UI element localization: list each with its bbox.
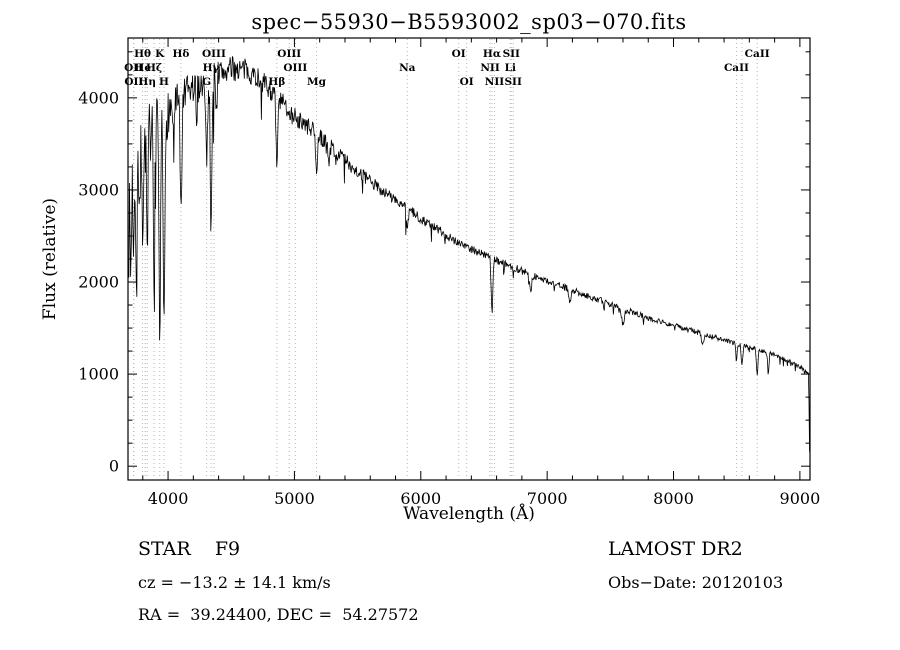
y-tick-label: 2000 [78, 273, 119, 292]
spectral-line-label: NII [480, 62, 500, 74]
x-tick-label: 6000 [400, 489, 441, 508]
y-axis-label: Flux (relative) [40, 197, 60, 321]
plot-title: spec−55930−B5593002_sp03−070.fits [251, 10, 687, 34]
spectral-line-label: HeI [134, 62, 156, 74]
spectral-line-label: Hα [483, 48, 501, 60]
cz-value: cz = −13.2 ± 14.1 km/s [138, 573, 331, 592]
spectral-line-label: OIII [202, 48, 226, 60]
y-tick-label: 3000 [78, 180, 119, 199]
x-tick-label: 7000 [527, 489, 568, 508]
spectral-line-label: Hζ [146, 62, 162, 74]
survey-label: LAMOST DR2 [608, 538, 743, 560]
spectral-line-label: OI [452, 48, 466, 60]
spectral-line-label: NII [485, 76, 505, 88]
spectral-line-label: OII [124, 76, 143, 88]
spectral-line-label: Na [399, 62, 416, 74]
x-tick-label: 9000 [780, 489, 821, 508]
spectrum-path [128, 56, 810, 452]
x-tick-label: 4000 [148, 489, 189, 508]
spectral-line-label: OII [124, 62, 143, 74]
spectral-line-label: H [159, 76, 169, 88]
spectral-line-label: SII [504, 76, 521, 88]
spectral-line-label: OIII [283, 62, 307, 74]
spectral-line-label: Hθ [134, 48, 151, 60]
spectral-line-label: Hβ [268, 76, 285, 88]
spectral-line-label: Hδ [172, 48, 189, 60]
spectral-line-label: CaII [724, 62, 749, 74]
spectral-line-label: SII [503, 48, 520, 60]
x-axis-label: Wavelength (Å) [403, 504, 535, 524]
y-tick-label: 0 [109, 457, 119, 476]
plot-border [127, 37, 811, 481]
object-class-label: STAR F9 [138, 538, 241, 560]
y-tick-label: 4000 [78, 88, 119, 107]
obs-date: Obs−Date: 20120103 [608, 573, 784, 592]
spectral-line-label: CaII [745, 48, 770, 60]
y-tick-label: 1000 [78, 365, 119, 384]
x-tick-label: 8000 [653, 489, 694, 508]
ra-dec-value: RA = 39.24400, DEC = 54.27572 [138, 605, 419, 624]
spectral-line-label: G [202, 76, 211, 88]
spectral-line-label: Hη [138, 76, 156, 88]
spectral-line-label: Li [505, 62, 516, 74]
spectral-line-label: Hγ [203, 62, 220, 74]
spectral-line-label: OIII [277, 48, 301, 60]
spectral-line-label: Mg [307, 76, 327, 88]
spectral-line-label: K [155, 48, 165, 60]
x-tick-label: 5000 [274, 489, 315, 508]
spectral-line-label: OI [460, 76, 474, 88]
